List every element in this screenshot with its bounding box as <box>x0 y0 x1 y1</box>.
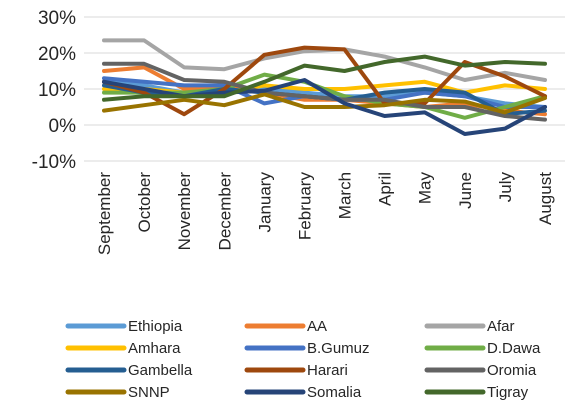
y-tick-label: -10% <box>32 152 76 173</box>
legend-item-d-dawa: D.Dawa <box>424 340 541 357</box>
x-tick-label-march: March <box>336 172 355 219</box>
legend-label: Harari <box>307 362 348 379</box>
y-tick-label: 20% <box>38 44 76 65</box>
x-tick-label-january: January <box>255 172 274 233</box>
x-tick-label-july: July <box>496 172 515 203</box>
legend-item-snnp: SNNP <box>65 384 170 401</box>
legend-label: Oromia <box>487 362 537 379</box>
legend-label: Gambella <box>128 362 193 379</box>
series-line-snnp <box>102 92 547 115</box>
x-tick-label-february: February <box>296 172 315 241</box>
y-tick-label: 30% <box>38 8 76 29</box>
series-line-tigray <box>102 54 547 102</box>
x-tick-label-october: October <box>135 172 154 233</box>
legend-label: Somalia <box>307 384 362 401</box>
x-tick-label-august: August <box>536 172 555 225</box>
series-lines <box>102 38 547 136</box>
legend-label: Tigray <box>487 384 529 401</box>
legend-item-afar: Afar <box>424 318 515 335</box>
legend-label: D.Dawa <box>487 340 541 357</box>
x-axis-ticks: September October November December January F… <box>95 172 555 256</box>
legend-item-harari: Harari <box>244 362 348 379</box>
x-tick-label-april: April <box>376 172 395 206</box>
y-axis-ticks: 30% 20% 10% 0% -10% <box>32 8 76 173</box>
y-tick-label: 0% <box>49 116 77 137</box>
legend-label: B.Gumuz <box>307 340 370 357</box>
legend-item-gambella: Gambella <box>65 362 193 379</box>
legend-label: Amhara <box>128 340 181 357</box>
x-tick-label-december: December <box>215 172 234 251</box>
legend-label: AA <box>307 318 327 335</box>
x-tick-label-june: June <box>456 172 475 209</box>
legend-item-somalia: Somalia <box>244 384 362 401</box>
legend-item-ethiopia: Ethiopia <box>65 318 183 335</box>
series-line-oromia <box>102 61 547 122</box>
x-tick-label-november: November <box>175 172 194 251</box>
legend-label: Afar <box>487 318 515 335</box>
legend-item-tigray: Tigray <box>424 384 529 401</box>
legend-item-amhara: Amhara <box>65 340 181 357</box>
legend: Ethiopia AA Afar Amhara B.Gumuz D.Dawa Gambell… <box>65 318 541 401</box>
x-tick-label-september: September <box>95 172 114 255</box>
legend-label: Ethiopia <box>128 318 183 335</box>
series-line-d-dawa <box>102 72 547 120</box>
legend-item-aa: AA <box>244 318 327 335</box>
legend-label: SNNP <box>128 384 170 401</box>
x-tick-label-may: May <box>416 172 435 205</box>
legend-item-b-gumuz: B.Gumuz <box>244 340 370 357</box>
y-tick-label: 10% <box>38 80 76 101</box>
legend-item-oromia: Oromia <box>424 362 537 379</box>
